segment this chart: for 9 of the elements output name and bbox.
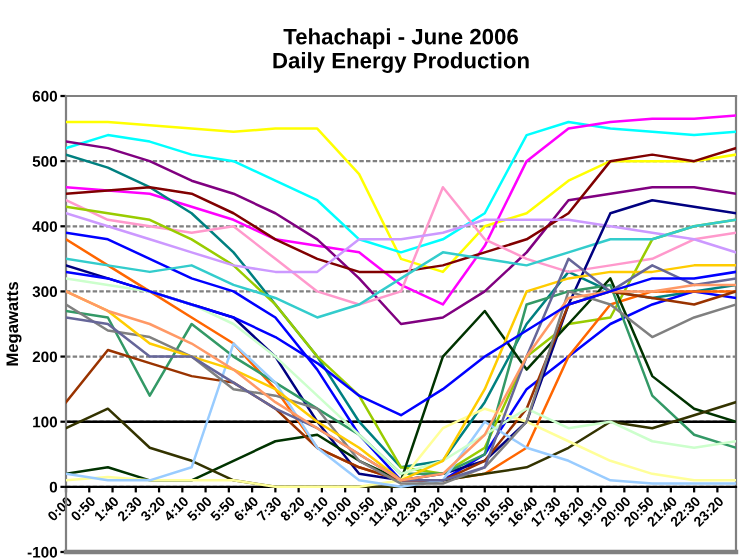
y-axis-title: Megawatts — [6, 282, 22, 366]
line-series — [66, 218, 736, 319]
chart-title: Tehachapi - June 2006 Daily Energy Production — [273, 28, 529, 73]
line-series — [66, 185, 736, 306]
line-series — [66, 146, 736, 274]
line-series — [66, 212, 736, 274]
line-series — [66, 140, 736, 326]
line-series — [66, 342, 736, 489]
line-series — [66, 114, 736, 306]
